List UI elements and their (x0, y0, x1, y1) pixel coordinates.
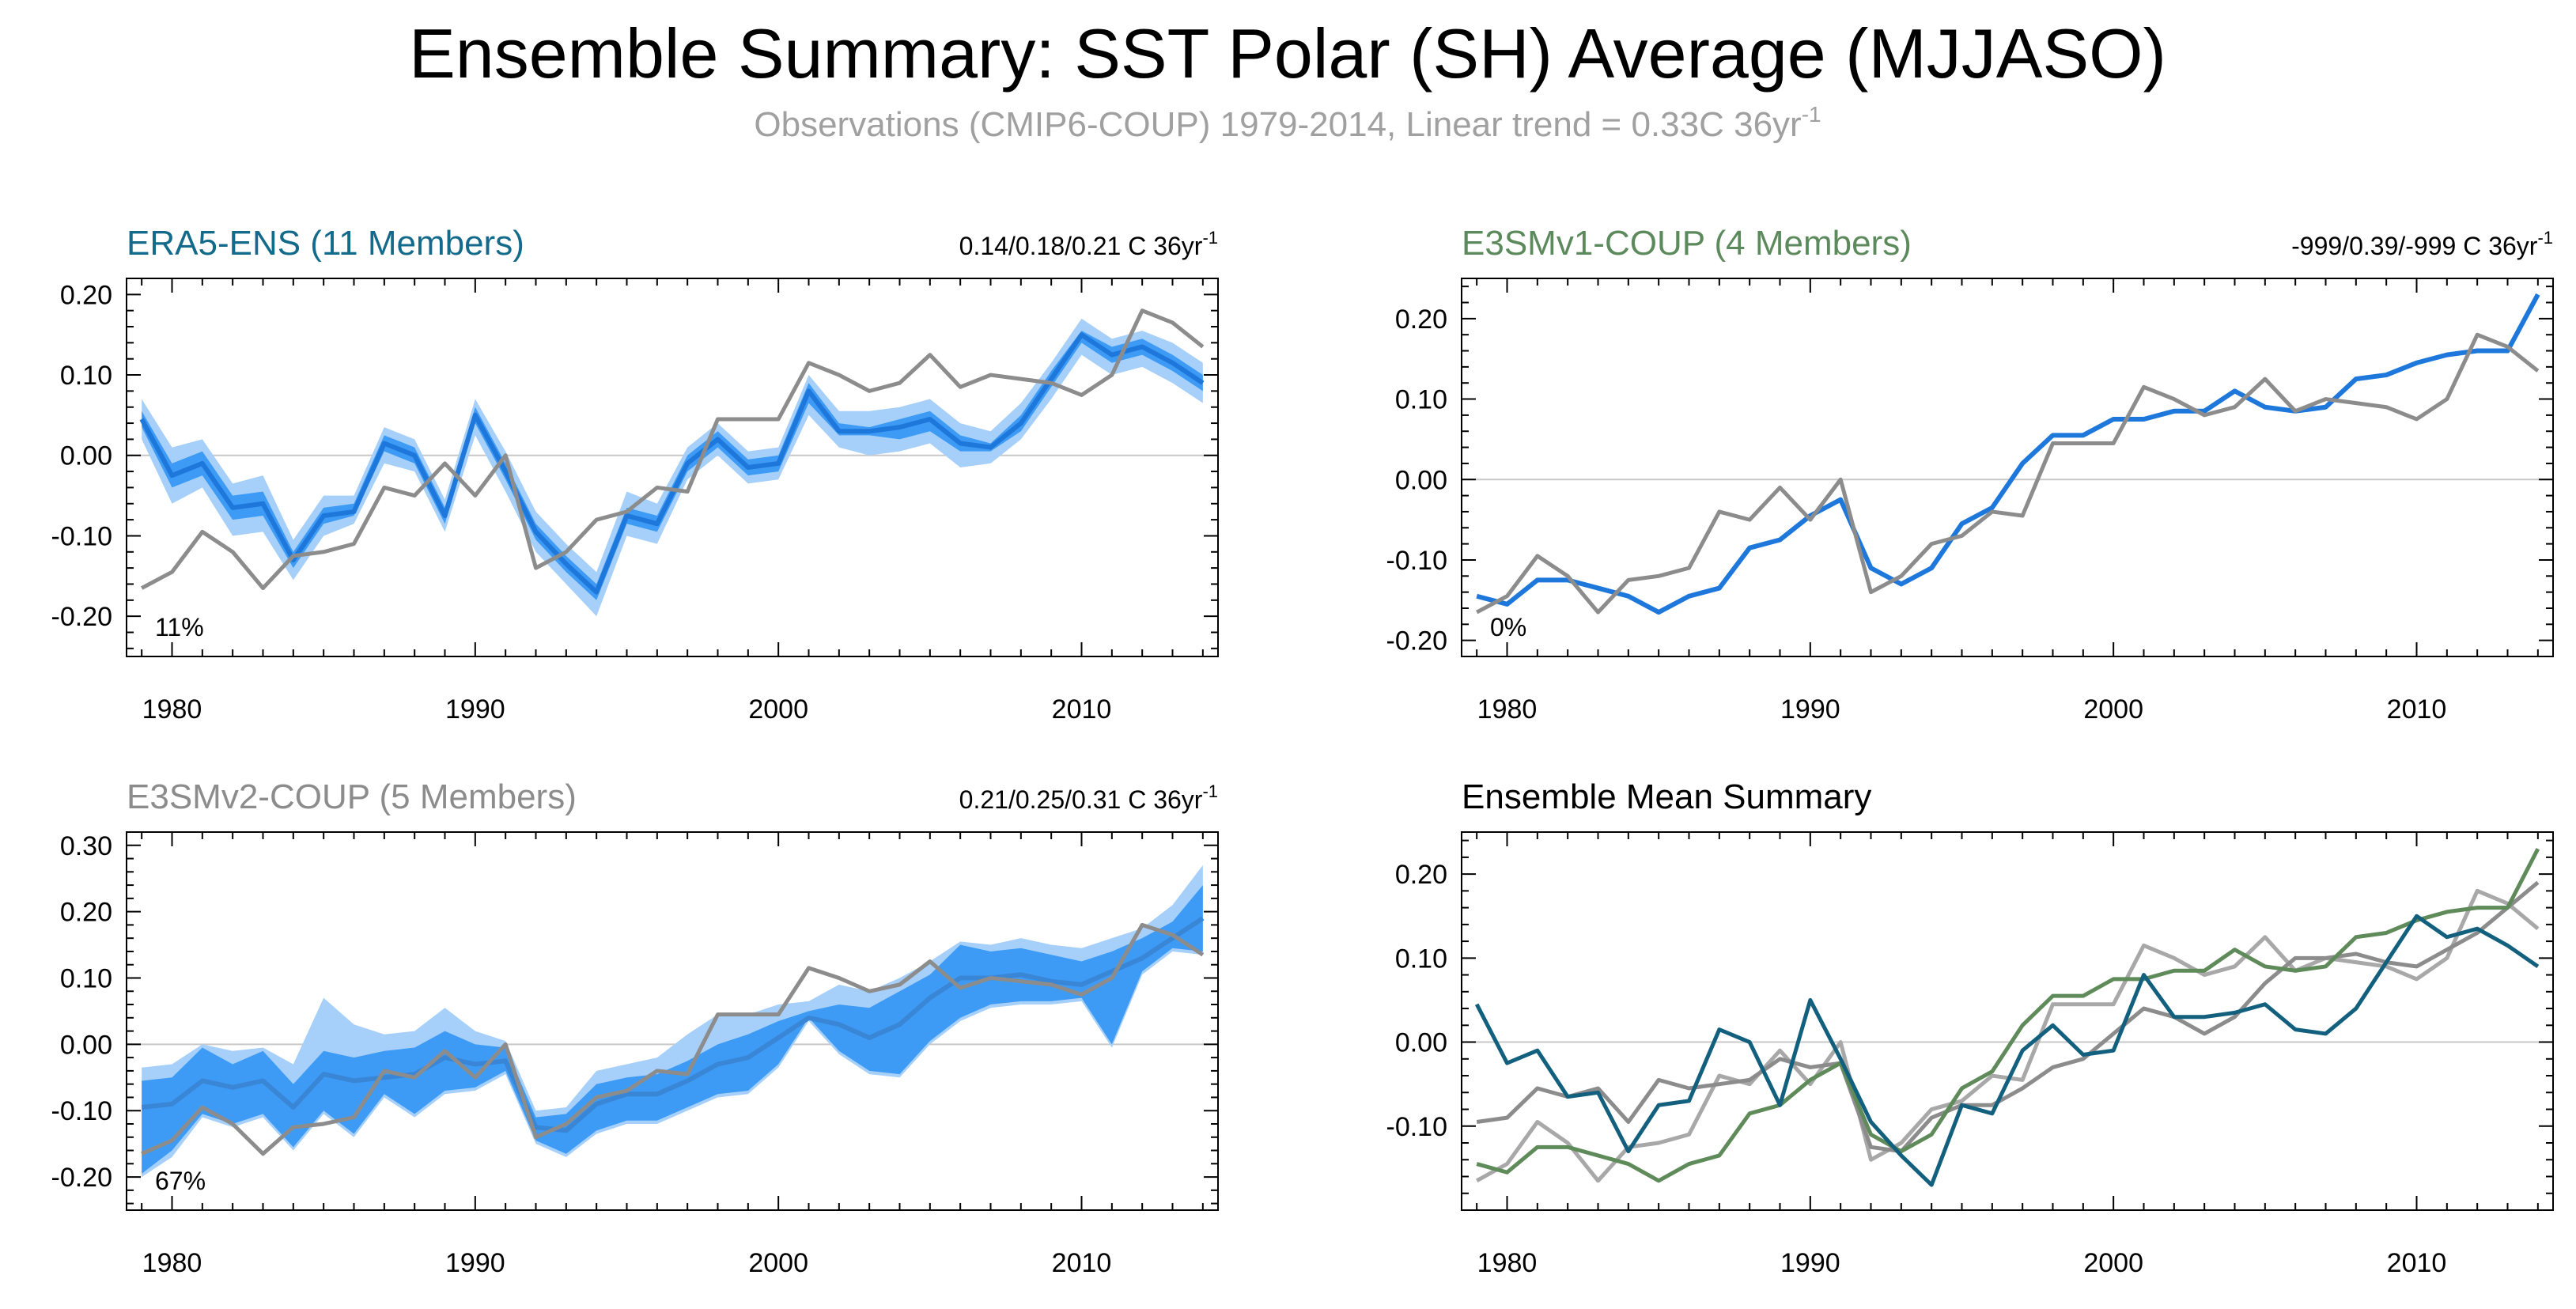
trend-label-sup: -1 (2537, 228, 2553, 248)
y-tick-label: -0.10 (1386, 546, 1448, 576)
x-tick-label: 1980 (1477, 1248, 1538, 1278)
trend-label-text: -999/0.39/-999 C 36yr (2291, 232, 2538, 260)
plot-frame (126, 831, 1219, 1211)
trend-label-sup: -1 (1202, 781, 1218, 801)
y-tick-label: 0.00 (1395, 465, 1447, 495)
spread-band-outer (142, 318, 1203, 617)
y-tick-label: 0.00 (1395, 1028, 1447, 1058)
panel-1: ERA5-ENS (11 Members) 0.14/0.18/0.21 C 36… (51, 224, 1219, 724)
x-tick-label: 2000 (748, 694, 808, 724)
x-tick-label: 1980 (1477, 694, 1538, 724)
y-tick-label: 0.20 (60, 898, 112, 928)
series-line-era5 (1474, 914, 2540, 1187)
series-line-ens_mean (141, 916, 1205, 1133)
figure-subtitle: Observations (CMIP6-COUP) 1979-2014, Lin… (754, 102, 1821, 144)
series-line-e3smv2 (1476, 880, 2540, 1154)
y-tick-label: 0.20 (60, 280, 112, 310)
x-tick-label: 2000 (748, 1248, 808, 1278)
corner-label: 67% (155, 1167, 206, 1195)
trend-label-sup: -1 (1202, 228, 1218, 248)
series-line-obs (141, 922, 1205, 1156)
figure-subtitle-text: Observations (CMIP6-COUP) 1979-2014, Lin… (754, 105, 1801, 144)
series-line-obs (140, 308, 1205, 591)
panels: ERA5-ENS (11 Members) 0.14/0.18/0.21 C 36… (51, 224, 2554, 1278)
trend-label: 0.21/0.25/0.31 C 36yr-1 (959, 781, 1218, 814)
corner-label: 0% (1490, 613, 1526, 641)
plot-frame (1461, 278, 2554, 657)
series-line-e3smv1 (1476, 848, 2540, 1183)
x-tick-label: 1990 (1780, 1248, 1840, 1278)
x-tick-label: 1990 (445, 1248, 505, 1278)
panel-title: E3SMv1-COUP (4 Members) (1462, 224, 1912, 263)
y-tick-label: 0.00 (60, 441, 112, 471)
y-tick-label: -0.10 (51, 1096, 113, 1126)
y-tick-label: 0.10 (1395, 944, 1447, 974)
figure-title: Ensemble Summary: SST Polar (SH) Average… (409, 14, 2166, 93)
y-tick-label: -0.10 (1386, 1112, 1448, 1142)
y-tick-label: 0.10 (60, 963, 112, 993)
spread-band-inner (142, 885, 1203, 1174)
x-tick-label: 1990 (1780, 694, 1840, 724)
y-tick-label: 0.30 (60, 831, 112, 861)
corner-label: 11% (155, 613, 204, 641)
panel-3: E3SMv2-COUP (5 Members) 0.21/0.25/0.31 C … (51, 777, 1219, 1278)
trend-label: 0.14/0.18/0.21 C 36yr-1 (959, 228, 1218, 260)
y-tick-label: 0.10 (60, 361, 112, 391)
y-tick-label: -0.20 (51, 602, 113, 632)
x-tick-label: 2010 (2387, 694, 2447, 724)
plot-frame (126, 278, 1219, 657)
x-tick-label: 1980 (142, 1248, 202, 1278)
x-tick-label: 2000 (2083, 694, 2143, 724)
panel-title: Ensemble Mean Summary (1462, 777, 1871, 816)
y-tick-label: 0.10 (1395, 385, 1447, 415)
x-tick-label: 2010 (2387, 1248, 2447, 1278)
x-tick-label: 2010 (1052, 694, 1112, 724)
y-tick-label: -0.20 (51, 1163, 113, 1193)
x-tick-label: 2010 (1052, 1248, 1112, 1278)
series-line-ens_mean (1476, 293, 2540, 615)
series-line-obs (1475, 332, 2540, 615)
x-tick-label: 1990 (445, 694, 505, 724)
y-tick-label: -0.20 (1386, 626, 1448, 656)
panel-title: E3SMv2-COUP (5 Members) (127, 777, 577, 816)
y-tick-label: -0.10 (51, 521, 113, 551)
y-tick-label: 0.20 (1395, 860, 1447, 890)
panel-title: ERA5-ENS (11 Members) (127, 224, 524, 263)
y-tick-label: 0.00 (60, 1030, 112, 1060)
trend-label: -999/0.39/-999 C 36yr-1 (2291, 228, 2553, 260)
plot-frame (1461, 831, 2554, 1211)
series-line-ens_mean (139, 332, 1205, 595)
panel-2: E3SMv1-COUP (4 Members) -999/0.39/-999 C … (1386, 224, 2554, 724)
trend-label-text: 0.14/0.18/0.21 C 36yr (959, 232, 1203, 260)
x-tick-label: 2000 (2083, 1248, 2143, 1278)
x-tick-label: 1980 (142, 694, 202, 724)
figure-subtitle-sup: -1 (1802, 102, 1821, 127)
panel-4: Ensemble Mean Summary -0.10 0.00 0.10 0.20 19… (1386, 777, 2554, 1278)
trend-label-text: 0.21/0.25/0.31 C 36yr (959, 785, 1203, 814)
y-tick-label: 0.20 (1395, 305, 1447, 335)
